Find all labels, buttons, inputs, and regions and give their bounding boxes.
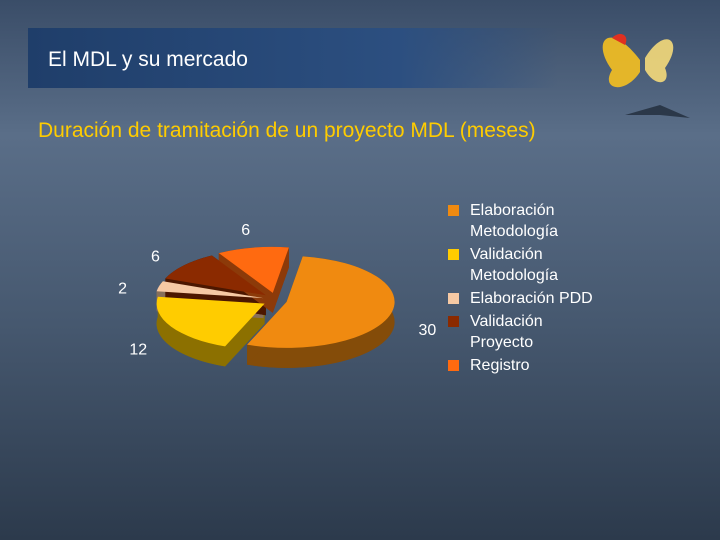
legend-swatch <box>448 249 459 260</box>
pie-slice <box>218 246 289 293</box>
legend-entry: Validación Proyecto <box>448 311 598 353</box>
legend-label: Elaboración PDD <box>470 290 593 307</box>
pie-slice <box>156 296 265 347</box>
legend: Elaboración Metodología Validación Metodo… <box>448 200 598 378</box>
pie: 30 12 2 6 6 <box>118 222 436 368</box>
legend-swatch <box>448 360 459 371</box>
legend-entry: Validación Metodología <box>448 244 598 286</box>
legend-swatch <box>448 316 459 327</box>
pie-slice <box>165 255 266 296</box>
value-label: 6 <box>151 248 160 265</box>
value-label: 2 <box>118 280 127 297</box>
legend-entry: Registro <box>448 355 598 376</box>
value-label: 30 <box>419 322 437 339</box>
legend-label: Elaboración Metodología <box>470 202 559 240</box>
chart-title: Duración de tramitación de un proyecto M… <box>38 119 536 142</box>
header-bar: El MDL y su mercado <box>28 28 558 88</box>
value-label: 6 <box>241 222 250 239</box>
value-label: 12 <box>129 342 147 359</box>
pie-slice <box>156 281 264 299</box>
pie-slice <box>247 256 395 348</box>
header-title: El MDL y su mercado <box>48 48 248 71</box>
legend-entry: Elaboración Metodología <box>448 200 598 242</box>
butterfly <box>602 34 690 118</box>
legend-label: Validación Proyecto <box>470 313 543 351</box>
legend-swatch <box>448 205 459 216</box>
legend-label: Registro <box>470 357 530 374</box>
legend-entry: Elaboración PDD <box>448 288 598 309</box>
legend-label: Validación Metodología <box>470 246 559 284</box>
slice-side <box>156 296 226 367</box>
legend-swatch <box>448 293 459 304</box>
slice-side <box>272 247 289 313</box>
